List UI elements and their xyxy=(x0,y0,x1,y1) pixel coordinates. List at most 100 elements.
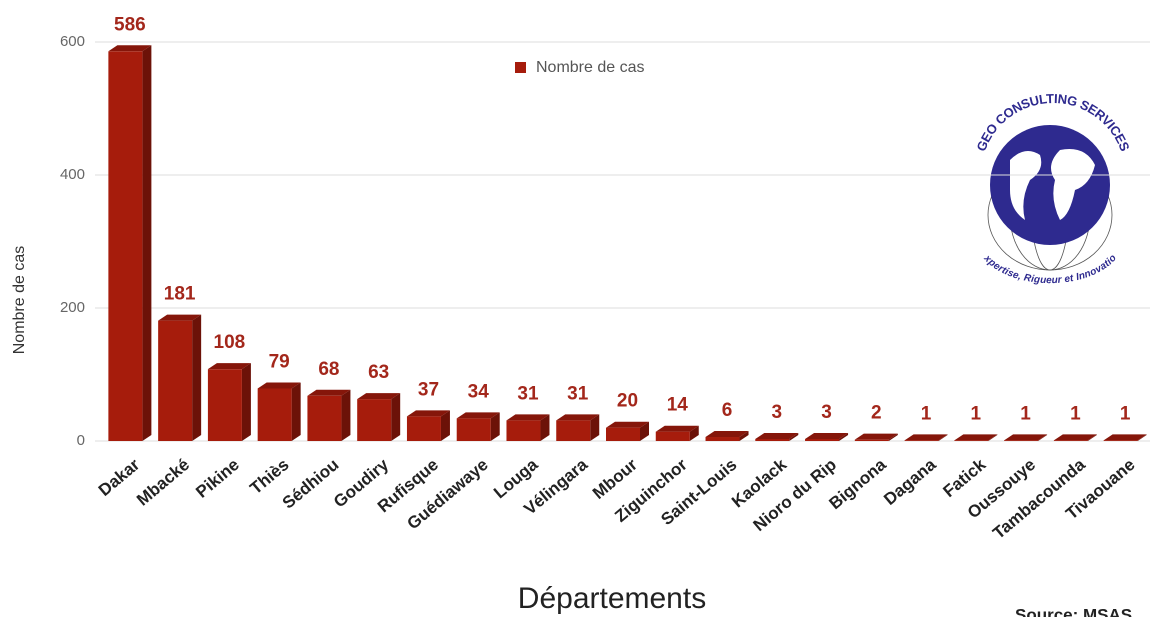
bar-side xyxy=(839,433,849,441)
y-tick-label: 0 xyxy=(77,432,85,449)
bar-front xyxy=(1053,440,1088,441)
bar xyxy=(606,421,649,441)
bar-front xyxy=(655,431,690,441)
bar-side xyxy=(988,434,998,441)
bar-top xyxy=(406,410,450,417)
bar-front xyxy=(755,439,790,441)
value-label: 2 xyxy=(871,403,882,424)
bar-side xyxy=(888,433,898,441)
logo-land xyxy=(1010,149,1095,220)
bar-top xyxy=(456,412,500,419)
bar xyxy=(1103,434,1147,441)
bar-top xyxy=(805,433,849,440)
bar xyxy=(705,431,749,441)
bar-side xyxy=(490,412,500,441)
bar-side xyxy=(341,389,351,441)
bar xyxy=(904,434,948,441)
bar-top xyxy=(705,431,749,438)
y-tick-label: 600 xyxy=(60,33,85,50)
bar-side xyxy=(938,434,948,441)
value-label: 3 xyxy=(771,402,782,423)
legend-swatch xyxy=(515,62,526,73)
bar-side xyxy=(1087,434,1097,441)
x-tick-label: Pikine xyxy=(192,455,243,502)
bar xyxy=(954,434,998,441)
y-tick-label: 200 xyxy=(60,299,85,316)
bar-front xyxy=(805,439,840,441)
bar xyxy=(108,45,152,442)
bar-top xyxy=(207,363,251,370)
value-label: 108 xyxy=(214,332,246,353)
value-label: 20 xyxy=(617,391,638,412)
value-label: 1 xyxy=(1020,403,1031,424)
bar xyxy=(506,414,550,441)
value-label: 68 xyxy=(318,359,339,380)
x-tick-label: Mbacké xyxy=(133,455,193,510)
bar-top xyxy=(108,45,152,52)
logo-tagline: Expertise, Rigueur et Innovation xyxy=(0,0,1119,286)
value-label: 3 xyxy=(821,402,832,423)
source: Source: MSAS xyxy=(1015,605,1132,617)
bar-side xyxy=(142,45,152,442)
bar-side xyxy=(540,414,550,441)
x-tick-label: Dagana xyxy=(880,455,940,509)
value-label: 34 xyxy=(468,381,490,402)
bar-front xyxy=(556,420,591,441)
bar-top xyxy=(506,414,550,421)
bar-side xyxy=(241,363,251,441)
bar-front xyxy=(307,395,342,441)
bar-side xyxy=(1038,434,1048,441)
logo-tagline-path: Expertise, Rigueur et Innovation xyxy=(0,0,1119,286)
value-label: 31 xyxy=(567,383,589,404)
bar xyxy=(406,410,450,441)
bar xyxy=(655,425,699,441)
bar-top xyxy=(257,382,301,389)
bar-front xyxy=(506,420,541,441)
bar-top xyxy=(954,434,998,441)
logo-globe xyxy=(990,125,1110,245)
bar-top xyxy=(307,389,351,396)
bar xyxy=(805,433,849,441)
bar-front xyxy=(108,51,143,442)
bar xyxy=(357,393,401,441)
bar-front xyxy=(158,320,193,441)
bar-side xyxy=(440,410,450,441)
bar-side xyxy=(291,382,301,441)
bar-front xyxy=(904,440,939,441)
bar-front xyxy=(207,369,242,441)
value-label: 14 xyxy=(667,395,689,416)
bar xyxy=(307,389,351,441)
bar-top xyxy=(1053,434,1097,441)
x-axis-title: Départements xyxy=(518,582,706,615)
bar-front xyxy=(406,416,441,441)
bar xyxy=(854,433,898,441)
bar-top xyxy=(1103,434,1147,441)
bar-front xyxy=(1103,440,1138,441)
value-label: 63 xyxy=(368,362,389,383)
bar-front xyxy=(854,439,889,441)
bar-top xyxy=(1004,434,1048,441)
bar-side xyxy=(1137,434,1147,441)
bar-front xyxy=(456,418,491,441)
bar xyxy=(1004,434,1048,441)
bar-top xyxy=(357,393,401,400)
bar-top xyxy=(655,425,699,432)
value-label: 181 xyxy=(164,284,196,305)
x-tick-label: Sédhiou xyxy=(279,455,343,513)
bar-top xyxy=(904,434,948,441)
value-label: 586 xyxy=(114,14,146,35)
bar-side xyxy=(192,314,202,441)
legend-label: Nombre de cas xyxy=(536,59,645,76)
bar xyxy=(556,414,600,441)
bar-front xyxy=(357,399,392,441)
bar xyxy=(1053,434,1097,441)
bar-front xyxy=(954,440,989,441)
y-tick-label: 400 xyxy=(60,166,85,183)
bar xyxy=(158,314,202,441)
value-label: 31 xyxy=(517,383,539,404)
bar-front xyxy=(1004,440,1039,441)
logo: GEO CONSULTING SERVICES Expertise, Rigue… xyxy=(0,0,1132,286)
bar-side xyxy=(391,393,401,441)
bar-front xyxy=(606,427,640,441)
